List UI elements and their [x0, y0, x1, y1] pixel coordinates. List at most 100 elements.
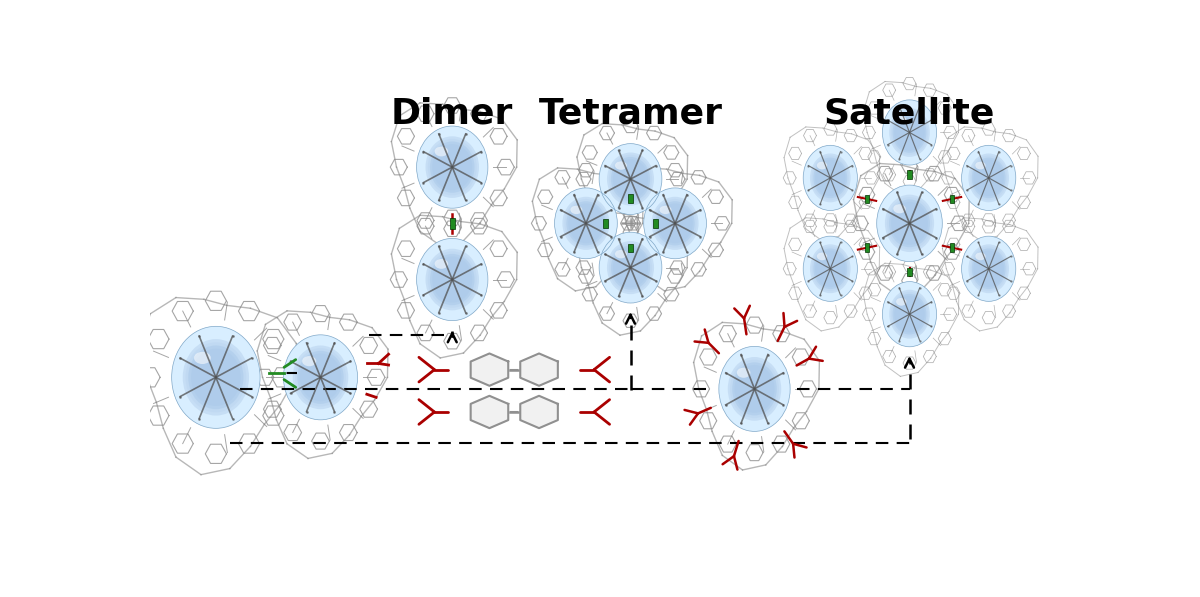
Ellipse shape: [563, 197, 610, 250]
Ellipse shape: [607, 241, 654, 294]
Ellipse shape: [604, 236, 658, 298]
Ellipse shape: [293, 346, 348, 409]
Ellipse shape: [893, 112, 926, 153]
Bar: [865, 195, 869, 203]
Bar: [865, 244, 869, 252]
Ellipse shape: [973, 159, 1004, 196]
Bar: [653, 219, 658, 227]
Polygon shape: [521, 353, 558, 386]
Bar: [604, 219, 607, 227]
Ellipse shape: [810, 153, 851, 202]
Ellipse shape: [884, 284, 935, 344]
Ellipse shape: [601, 146, 660, 213]
Ellipse shape: [194, 352, 211, 364]
Ellipse shape: [283, 335, 358, 420]
Ellipse shape: [654, 199, 697, 248]
Ellipse shape: [806, 240, 854, 297]
Ellipse shape: [300, 353, 341, 401]
Ellipse shape: [721, 349, 788, 429]
Ellipse shape: [652, 197, 698, 250]
Ellipse shape: [888, 288, 931, 341]
Ellipse shape: [427, 251, 476, 308]
Ellipse shape: [961, 236, 1015, 301]
Ellipse shape: [172, 327, 260, 428]
Ellipse shape: [430, 254, 474, 305]
Ellipse shape: [599, 144, 662, 214]
Ellipse shape: [434, 259, 448, 269]
Ellipse shape: [815, 159, 846, 196]
Ellipse shape: [972, 158, 1006, 198]
Ellipse shape: [803, 236, 857, 301]
Ellipse shape: [805, 238, 856, 299]
Ellipse shape: [976, 253, 985, 260]
Ellipse shape: [557, 190, 616, 257]
Ellipse shape: [890, 110, 928, 155]
Ellipse shape: [967, 242, 1010, 296]
Ellipse shape: [889, 199, 930, 247]
Polygon shape: [470, 396, 509, 428]
Ellipse shape: [607, 152, 654, 205]
Ellipse shape: [564, 199, 607, 248]
Ellipse shape: [965, 149, 1013, 207]
Ellipse shape: [614, 250, 626, 259]
Ellipse shape: [434, 147, 448, 156]
Ellipse shape: [894, 296, 925, 333]
Ellipse shape: [419, 128, 486, 205]
Ellipse shape: [566, 201, 606, 245]
Ellipse shape: [877, 185, 942, 261]
Ellipse shape: [803, 145, 857, 211]
Polygon shape: [470, 353, 509, 386]
Ellipse shape: [896, 116, 906, 124]
Ellipse shape: [810, 244, 851, 293]
Ellipse shape: [178, 333, 254, 422]
Ellipse shape: [878, 187, 941, 259]
Ellipse shape: [726, 355, 784, 423]
Ellipse shape: [805, 147, 856, 208]
Ellipse shape: [734, 365, 774, 413]
Ellipse shape: [809, 242, 852, 296]
Ellipse shape: [611, 245, 650, 290]
Ellipse shape: [569, 204, 604, 243]
Ellipse shape: [660, 205, 672, 214]
Ellipse shape: [599, 232, 662, 303]
Ellipse shape: [817, 253, 827, 260]
Ellipse shape: [976, 162, 985, 170]
Ellipse shape: [727, 357, 781, 421]
Ellipse shape: [290, 343, 350, 412]
Ellipse shape: [608, 243, 652, 292]
Ellipse shape: [968, 244, 1009, 293]
Ellipse shape: [811, 155, 848, 201]
Ellipse shape: [887, 197, 932, 250]
Ellipse shape: [811, 247, 848, 291]
Text: Dimer: Dimer: [391, 96, 514, 130]
Ellipse shape: [191, 349, 241, 406]
Ellipse shape: [886, 104, 934, 161]
Ellipse shape: [882, 100, 936, 165]
Bar: [629, 194, 632, 203]
Ellipse shape: [611, 157, 650, 201]
Ellipse shape: [427, 139, 476, 195]
Ellipse shape: [174, 330, 257, 425]
Ellipse shape: [608, 155, 652, 204]
Ellipse shape: [613, 248, 648, 288]
Ellipse shape: [894, 114, 925, 151]
Ellipse shape: [893, 204, 906, 213]
Ellipse shape: [601, 235, 660, 301]
Ellipse shape: [643, 188, 707, 259]
Ellipse shape: [724, 352, 786, 426]
Ellipse shape: [646, 190, 704, 257]
Ellipse shape: [188, 346, 244, 409]
Ellipse shape: [806, 149, 854, 207]
Ellipse shape: [430, 141, 474, 193]
Ellipse shape: [886, 286, 934, 343]
Ellipse shape: [558, 192, 613, 254]
Ellipse shape: [973, 250, 1004, 287]
Ellipse shape: [288, 340, 353, 414]
Ellipse shape: [730, 359, 779, 418]
Ellipse shape: [972, 248, 1006, 289]
Ellipse shape: [814, 248, 847, 289]
Ellipse shape: [416, 238, 488, 321]
Ellipse shape: [426, 136, 479, 198]
Bar: [950, 244, 954, 252]
Ellipse shape: [884, 195, 934, 252]
